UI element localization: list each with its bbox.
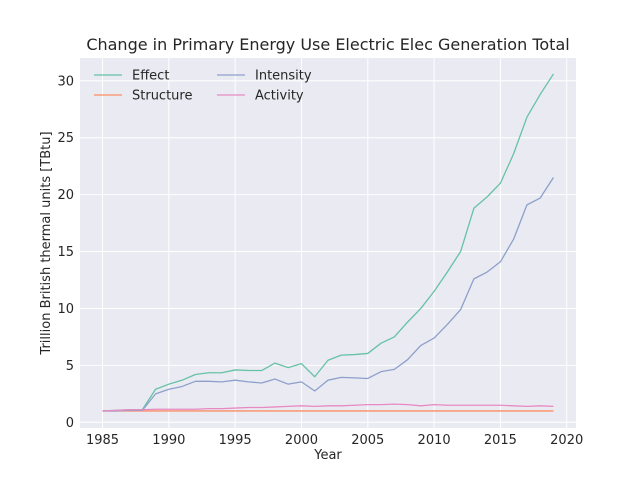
y-tick-labels: 0 5 10 15 20 25 30 <box>57 74 74 431</box>
y-tick-label: 20 <box>57 188 74 203</box>
x-tick-label: 2015 <box>484 433 517 448</box>
y-tick-label: 15 <box>57 245 74 260</box>
legend-label-activity: Activity <box>255 89 304 104</box>
series-line-effect <box>102 73 554 412</box>
chart-title: Change in Primary Energy Use Electric El… <box>86 35 569 54</box>
series-line-activity <box>102 403 554 412</box>
x-tick-label: 1995 <box>219 433 252 448</box>
y-tick-label: 25 <box>57 131 74 146</box>
x-tick-label: 1985 <box>86 433 119 448</box>
y-tick-label: 10 <box>57 302 74 317</box>
legend-label-structure: Structure <box>132 89 192 104</box>
legend-label-intensity: Intensity <box>255 69 312 84</box>
legend-label-effect: Effect <box>132 69 169 84</box>
y-axis-label: Trillion British thermal units [TBtu] <box>39 131 54 355</box>
x-tick-label: 2000 <box>285 433 318 448</box>
x-axis-label: Year <box>313 448 342 463</box>
series-lines <box>102 73 554 412</box>
x-tick-label: 1990 <box>152 433 185 448</box>
x-tick-labels: 1985 1990 1995 2000 2005 2010 2015 2020 <box>86 433 583 448</box>
series-line-intensity <box>102 177 554 412</box>
plot-background <box>80 58 576 428</box>
x-tick-label: 2020 <box>550 433 583 448</box>
x-tick-label: 2005 <box>351 433 384 448</box>
y-tick-label: 5 <box>66 359 74 374</box>
x-tick-label: 2010 <box>418 433 451 448</box>
legend: Effect Structure Intensity Activity <box>94 69 312 104</box>
y-tick-label: 30 <box>57 74 74 89</box>
y-tick-label: 0 <box>66 416 74 431</box>
grid-lines <box>80 58 576 428</box>
